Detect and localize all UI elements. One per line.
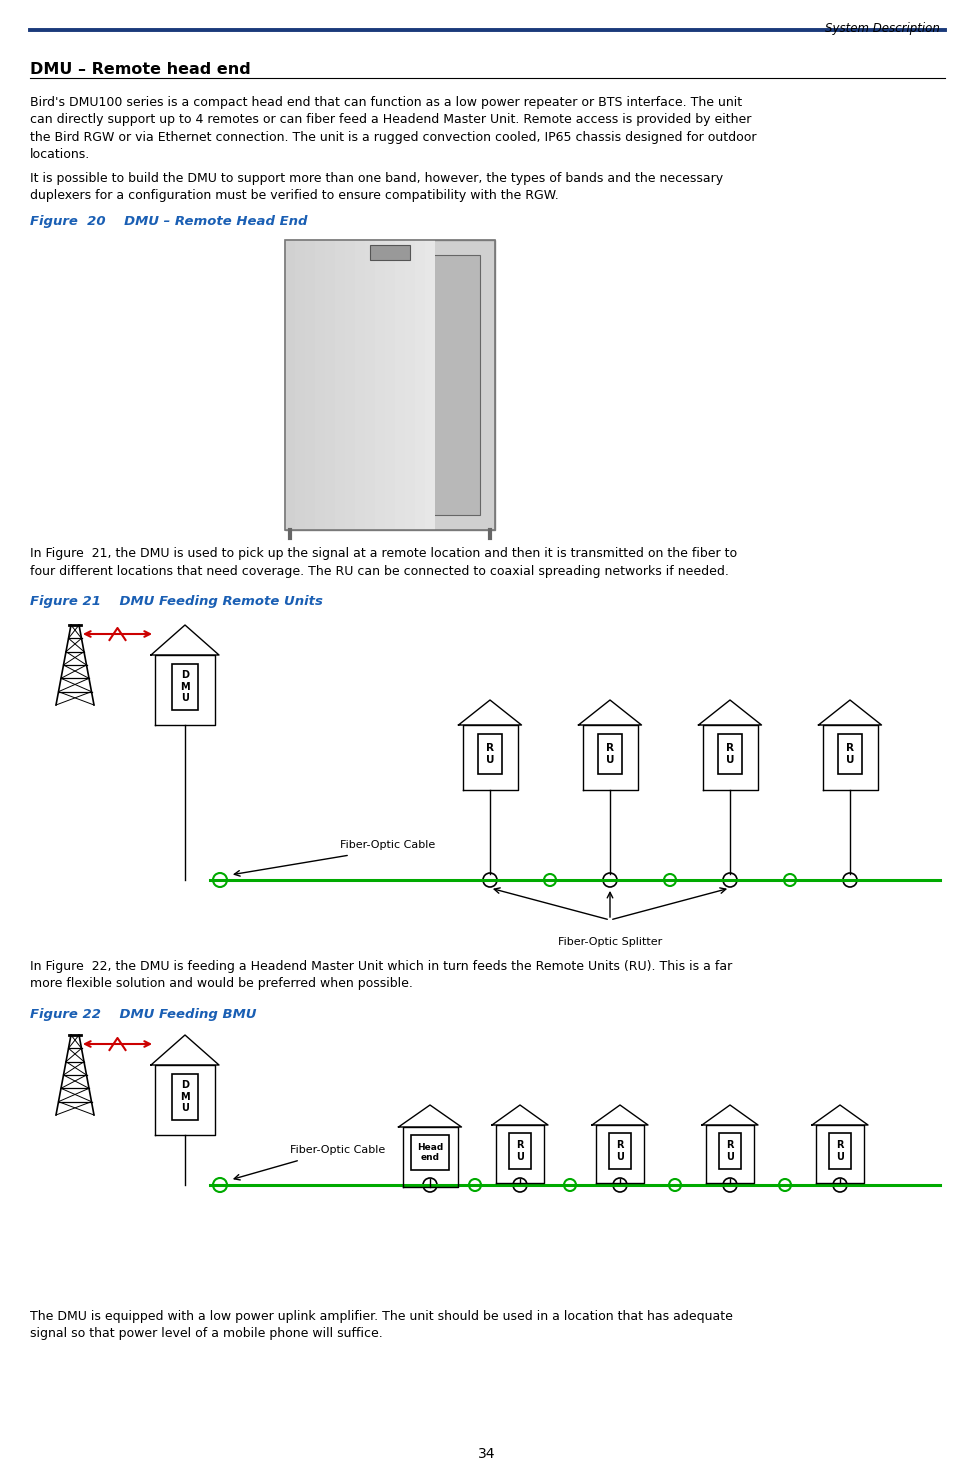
Bar xyxy=(325,241,335,530)
Bar xyxy=(172,1074,198,1119)
Text: Fiber-Optic Cable: Fiber-Optic Cable xyxy=(290,1146,385,1155)
Text: DMU – Remote head end: DMU – Remote head end xyxy=(30,62,251,76)
Bar xyxy=(172,663,198,710)
Text: In Figure  21, the DMU is used to pick up the signal at a remote location and th: In Figure 21, the DMU is used to pick up… xyxy=(30,547,737,578)
Text: D
M
U: D M U xyxy=(180,670,190,703)
Bar xyxy=(718,735,742,775)
Text: Figure 21    DMU Feeding Remote Units: Figure 21 DMU Feeding Remote Units xyxy=(30,596,323,607)
Text: 34: 34 xyxy=(479,1446,495,1461)
Text: Bird's DMU100 series is a compact head end that can function as a low power repe: Bird's DMU100 series is a compact head e… xyxy=(30,95,757,161)
FancyBboxPatch shape xyxy=(300,255,480,515)
Bar xyxy=(509,1133,531,1169)
FancyBboxPatch shape xyxy=(285,241,495,530)
Text: R
U: R U xyxy=(605,744,614,766)
Text: R
U: R U xyxy=(486,744,494,766)
Bar xyxy=(375,241,385,530)
Text: System Description: System Description xyxy=(825,22,940,35)
Text: R
U: R U xyxy=(726,1140,734,1162)
Bar xyxy=(385,241,395,530)
Bar xyxy=(829,1133,851,1169)
Text: Fiber-Optic Cable: Fiber-Optic Cable xyxy=(340,841,435,849)
Bar xyxy=(478,735,502,775)
Text: The DMU is equipped with a low power uplink amplifier. The unit should be used i: The DMU is equipped with a low power upl… xyxy=(30,1310,733,1341)
Text: R
U: R U xyxy=(616,1140,624,1162)
Bar xyxy=(315,241,325,530)
Bar xyxy=(411,1134,449,1169)
Bar xyxy=(345,241,355,530)
Bar xyxy=(295,241,305,530)
Bar xyxy=(609,1133,631,1169)
Text: Fiber-Optic Splitter: Fiber-Optic Splitter xyxy=(558,937,662,948)
Bar xyxy=(405,241,415,530)
Text: Figure 22    DMU Feeding BMU: Figure 22 DMU Feeding BMU xyxy=(30,1008,256,1021)
Bar xyxy=(335,241,345,530)
Text: R
U: R U xyxy=(837,1140,844,1162)
Text: R
U: R U xyxy=(845,744,854,766)
Bar xyxy=(415,241,425,530)
Bar xyxy=(305,241,315,530)
Bar xyxy=(355,241,365,530)
Bar xyxy=(370,245,410,260)
Text: R
U: R U xyxy=(516,1140,524,1162)
Bar xyxy=(285,241,295,530)
Text: It is possible to build the DMU to support more than one band, however, the type: It is possible to build the DMU to suppo… xyxy=(30,172,723,202)
Text: Figure  20    DMU – Remote Head End: Figure 20 DMU – Remote Head End xyxy=(30,216,307,227)
Text: Head
end: Head end xyxy=(417,1143,443,1162)
Bar xyxy=(719,1133,741,1169)
Bar xyxy=(838,735,862,775)
Text: R
U: R U xyxy=(725,744,734,766)
Text: In Figure  22, the DMU is feeding a Headend Master Unit which in turn feeds the : In Figure 22, the DMU is feeding a Heade… xyxy=(30,959,732,990)
Bar xyxy=(365,241,375,530)
Bar xyxy=(425,241,435,530)
Bar xyxy=(598,735,622,775)
Text: D
M
U: D M U xyxy=(180,1080,190,1113)
Bar xyxy=(395,241,405,530)
